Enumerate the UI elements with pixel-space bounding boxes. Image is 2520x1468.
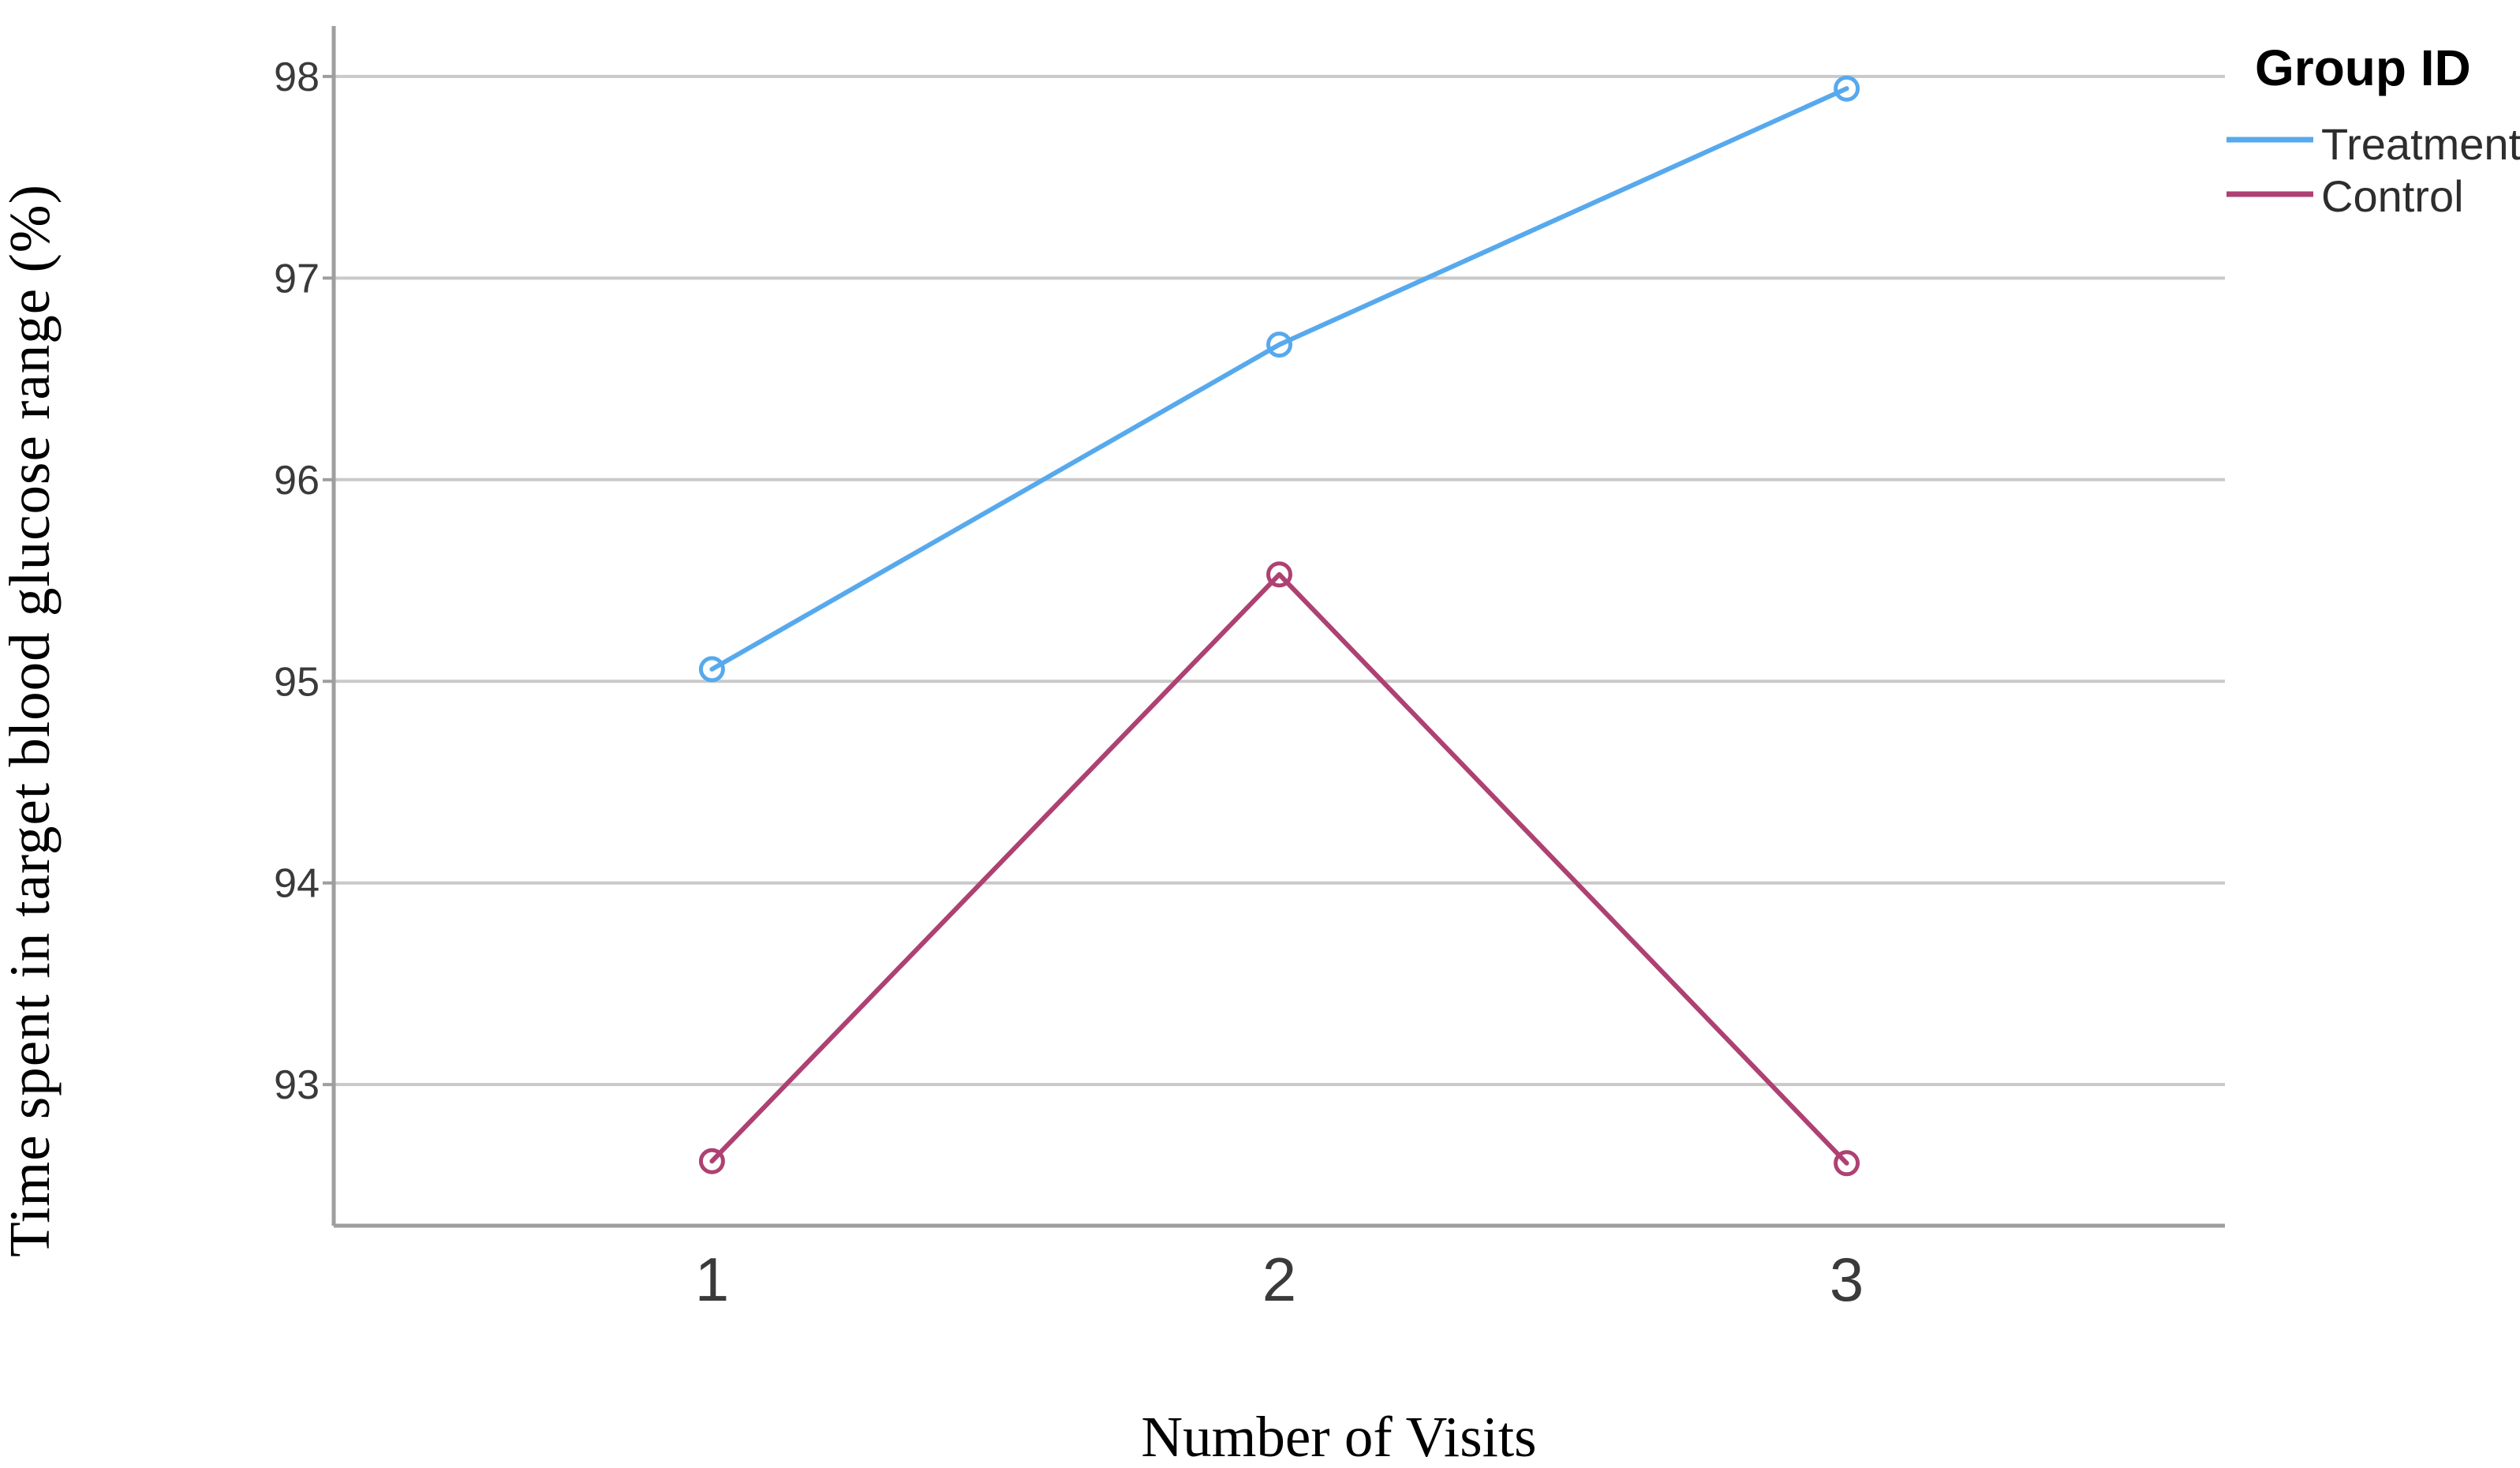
x-tick-label: 1 xyxy=(695,1245,729,1314)
y-axis-title: Time spent in target blood glucose range… xyxy=(0,184,62,1257)
x-tick-label: 2 xyxy=(1262,1245,1296,1314)
data-point-marker-control xyxy=(698,1148,725,1174)
series-line-treatment xyxy=(709,86,1849,672)
tick-labels: 98 97 96 95 94 93 1 2 3 xyxy=(274,54,1864,1314)
x-axis-title: Number of Visits xyxy=(1141,1405,1536,1468)
legend-label-control: Control xyxy=(2321,171,2464,221)
data-point-marker-control xyxy=(1266,561,1292,588)
legend: Group ID Treatment Control xyxy=(2226,39,2520,221)
y-tick-label: 93 xyxy=(274,1062,320,1108)
data-point-marker-treatment xyxy=(1266,331,1292,358)
axes xyxy=(323,26,2225,1228)
legend-title: Group ID xyxy=(2255,39,2471,96)
data-point-marker-treatment xyxy=(1834,75,1860,102)
x-tick-label: 3 xyxy=(1830,1245,1864,1314)
data-point-marker-control xyxy=(1834,1150,1860,1177)
data-series xyxy=(698,75,1860,1177)
legend-label-treatment: Treatment xyxy=(2321,119,2520,169)
y-tick-label: 98 xyxy=(274,54,320,100)
y-tick-label: 96 xyxy=(274,458,320,504)
y-tick-label: 95 xyxy=(274,659,320,705)
data-point-marker-treatment xyxy=(698,656,725,683)
y-tick-label: 94 xyxy=(274,861,320,907)
y-tick-label: 97 xyxy=(274,256,320,301)
series-line-control xyxy=(709,571,1849,1166)
gridlines xyxy=(334,74,2225,1087)
